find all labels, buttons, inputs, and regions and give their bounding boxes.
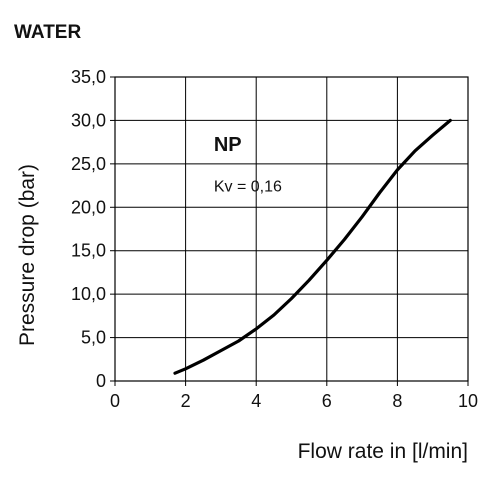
kv-value-label: Kv = 0,16 bbox=[214, 179, 282, 196]
x-tick-label: 2 bbox=[181, 391, 191, 411]
y-tick-label: 5,0 bbox=[81, 328, 106, 348]
valve-type-label: NP bbox=[214, 134, 242, 156]
plot-frame bbox=[114, 76, 469, 382]
x-tick-label: 10 bbox=[458, 391, 478, 411]
y-tick-label: 15,0 bbox=[71, 241, 106, 261]
y-tick-label: 0 bbox=[96, 371, 106, 391]
y-tick-label: 30,0 bbox=[71, 110, 106, 130]
y-tick-label: 20,0 bbox=[71, 197, 106, 217]
x-axis-label: Flow rate in [l/min] bbox=[298, 440, 468, 463]
chart-title: WATER bbox=[14, 22, 81, 43]
y-axis-label: Pressure drop (bar) bbox=[16, 164, 39, 346]
x-tick-label: 6 bbox=[322, 391, 332, 411]
y-tick-label: 25,0 bbox=[71, 154, 106, 174]
x-tick-label: 4 bbox=[251, 391, 261, 411]
y-tick-label: 10,0 bbox=[71, 284, 106, 304]
series-line bbox=[173, 118, 452, 375]
annotations: NP Kv = 0,16 bbox=[214, 134, 282, 196]
y-tick-label: 35,0 bbox=[71, 67, 106, 87]
grid bbox=[110, 76, 469, 386]
x-tick-label: 8 bbox=[392, 391, 402, 411]
series bbox=[173, 118, 452, 375]
tick-labels: 0 2 4 6 8 10 0 5,0 10,0 15,0 20,0 25,0 30,0 35,0 bbox=[71, 67, 478, 411]
x-tick-label: 0 bbox=[110, 391, 120, 411]
